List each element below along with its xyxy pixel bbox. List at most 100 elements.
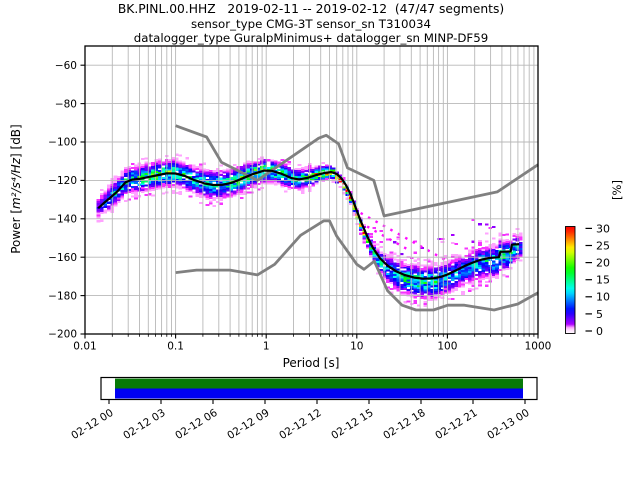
psd-cell [427,285,431,288]
psd-cell [481,266,486,269]
psd-cell [290,181,295,184]
psd-cell [256,173,261,176]
psd-cell [198,163,203,166]
psd-cell [389,259,394,262]
psd-cell [454,288,458,291]
psd-cell [297,168,302,171]
psd-cell [134,189,138,192]
psd-cell [519,253,523,256]
psd-cell [321,169,326,172]
psd-cell [396,285,401,288]
psd-cell [393,271,397,274]
psd-cell [512,250,516,253]
psd-cell [202,193,206,196]
psd-cell [185,157,189,160]
psd-cell [226,189,230,192]
psd-cell [205,175,210,178]
psd-cell [399,293,404,296]
psd-cell [226,172,230,175]
psd-cell [124,186,128,189]
y-tick-label: −180 [48,290,77,302]
psd-cell [410,272,414,275]
psd-cell [127,171,131,174]
psd-cell [188,180,193,183]
psd-cell [178,183,183,186]
psd-cell [103,205,108,208]
psd-cell [243,181,247,184]
psd-cell [348,198,353,201]
psd-cell [141,165,145,168]
psd-cell [478,274,482,277]
psd-cell [236,185,240,188]
psd-cell [389,280,394,283]
psd-cell [396,280,401,283]
psd-cell [474,270,479,273]
y-axis-label-suffix: ] [dB] [9,124,23,158]
psd-cell [134,170,138,173]
psd-cell [331,176,336,179]
psd-cell [294,173,298,176]
psd-cell [212,193,217,196]
psd-cell [151,173,155,176]
psd-cell [498,234,503,237]
psd-cell [457,260,462,263]
nhnm-noise-model-line [175,124,539,218]
psd-cell [505,264,510,267]
psd-cell [117,195,121,198]
psd-cell [147,170,152,173]
psd-cell [178,175,183,178]
psd-cell [376,243,380,246]
psd-cell [270,172,274,175]
psd-cell [491,266,496,269]
timeline-tick-label: 02-12 06 [173,407,220,442]
psd-cell [106,205,111,208]
psd-cell [212,197,217,200]
psd-cell [382,268,387,271]
psd-cell [406,288,411,291]
psd-cell [284,171,288,174]
psd-cell [410,280,414,283]
psd-cell [154,161,159,164]
psd-cell [478,249,482,252]
psd-cell [219,193,223,196]
psd-outlier-cell [396,237,401,240]
psd-cell [314,176,319,179]
psd-cell [161,169,165,172]
psd-cell [427,258,431,261]
psd-cell [416,275,421,278]
psd-cell [403,283,407,286]
psd-cell [239,173,244,176]
psd-cell [318,167,322,170]
psd-cell [168,184,172,187]
psd-cell [246,160,251,163]
psd-cell [120,187,125,190]
psd-cell [399,260,404,263]
psd-cell [202,180,206,183]
psd-cell [481,252,486,255]
psd-cell [362,231,366,234]
psd-cell [338,178,343,181]
psd-cell [478,267,482,270]
psd-cell [464,278,469,281]
psd-cell [277,176,281,179]
psd-cell [154,170,159,173]
psd-cell [280,183,285,186]
psd-cell [171,164,176,167]
psd-cell [382,253,387,256]
psd-cell [113,202,118,205]
psd-cell [205,186,210,189]
psd-cell [505,242,510,245]
psd-cell [433,275,438,278]
psd-cell [147,174,152,177]
psd-cell [478,253,482,256]
psd-cell [181,169,186,172]
psd-cell [440,279,445,282]
psd-cell [433,288,438,291]
psd-cell [369,254,373,257]
psd-cell [406,271,411,274]
psd-cell [427,293,431,296]
psd-cell [222,177,227,180]
psd-cell [256,169,261,172]
psd-cell [134,164,138,167]
